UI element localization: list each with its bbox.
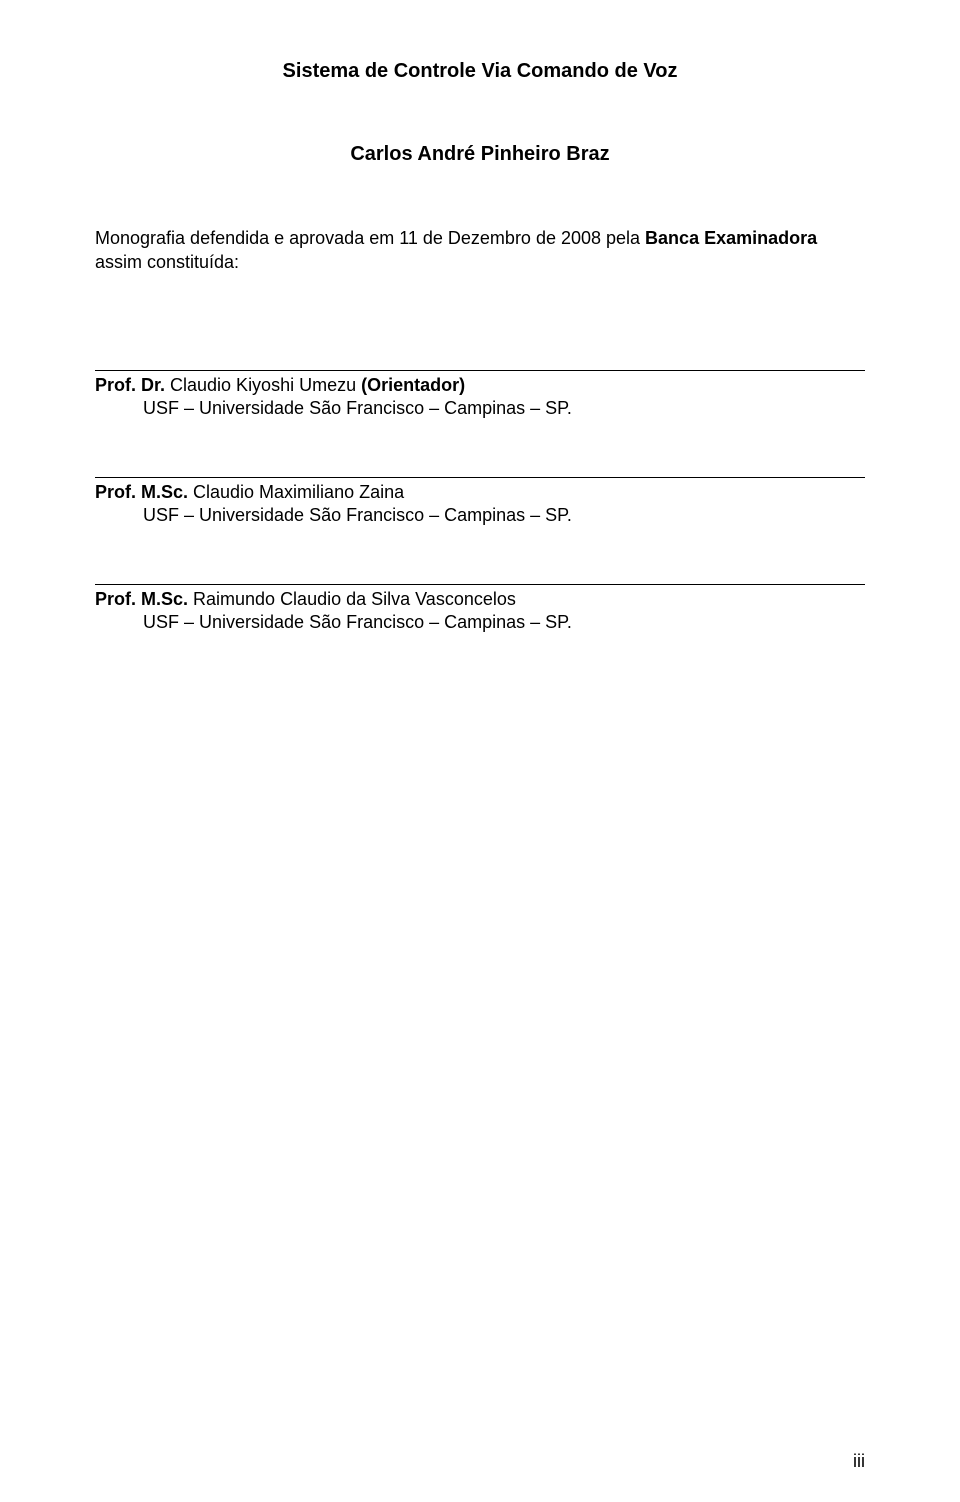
divider bbox=[95, 584, 865, 585]
intro-bold: Banca Examinadora bbox=[645, 228, 817, 248]
member-line: Prof. Dr. Claudio Kiyoshi Umezu (Orienta… bbox=[95, 375, 865, 396]
member-line: Prof. M.Sc. Claudio Maximiliano Zaina bbox=[95, 482, 865, 503]
committee-member-2: Prof. M.Sc. Claudio Maximiliano Zaina US… bbox=[95, 477, 865, 526]
divider bbox=[95, 477, 865, 478]
document-title: Sistema de Controle Via Comando de Voz bbox=[95, 60, 865, 83]
page-number: iii bbox=[853, 1451, 865, 1472]
divider bbox=[95, 370, 865, 371]
member-affiliation: USF – Universidade São Francisco – Campi… bbox=[95, 612, 865, 633]
author-name: Carlos André Pinheiro Braz bbox=[95, 143, 865, 166]
member-line: Prof. M.Sc. Raimundo Claudio da Silva Va… bbox=[95, 589, 865, 610]
member-name: Claudio Kiyoshi Umezu bbox=[170, 375, 361, 395]
member-name: Raimundo Claudio da Silva Vasconcelos bbox=[193, 589, 516, 609]
member-name: Claudio Maximiliano Zaina bbox=[193, 482, 404, 502]
intro-text-1: Monografia defendida e aprovada em 11 de… bbox=[95, 228, 645, 248]
intro-paragraph: Monografia defendida e aprovada em 11 de… bbox=[95, 226, 865, 275]
member-affiliation: USF – Universidade São Francisco – Campi… bbox=[95, 398, 865, 419]
committee-member-1: Prof. Dr. Claudio Kiyoshi Umezu (Orienta… bbox=[95, 370, 865, 419]
member-role: (Orientador) bbox=[361, 375, 465, 395]
committee-member-3: Prof. M.Sc. Raimundo Claudio da Silva Va… bbox=[95, 584, 865, 633]
member-title-prefix: Prof. M.Sc. bbox=[95, 482, 193, 502]
member-affiliation: USF – Universidade São Francisco – Campi… bbox=[95, 505, 865, 526]
member-title-prefix: Prof. Dr. bbox=[95, 375, 170, 395]
member-title-prefix: Prof. M.Sc. bbox=[95, 589, 193, 609]
intro-text-2: assim constituída: bbox=[95, 252, 239, 272]
